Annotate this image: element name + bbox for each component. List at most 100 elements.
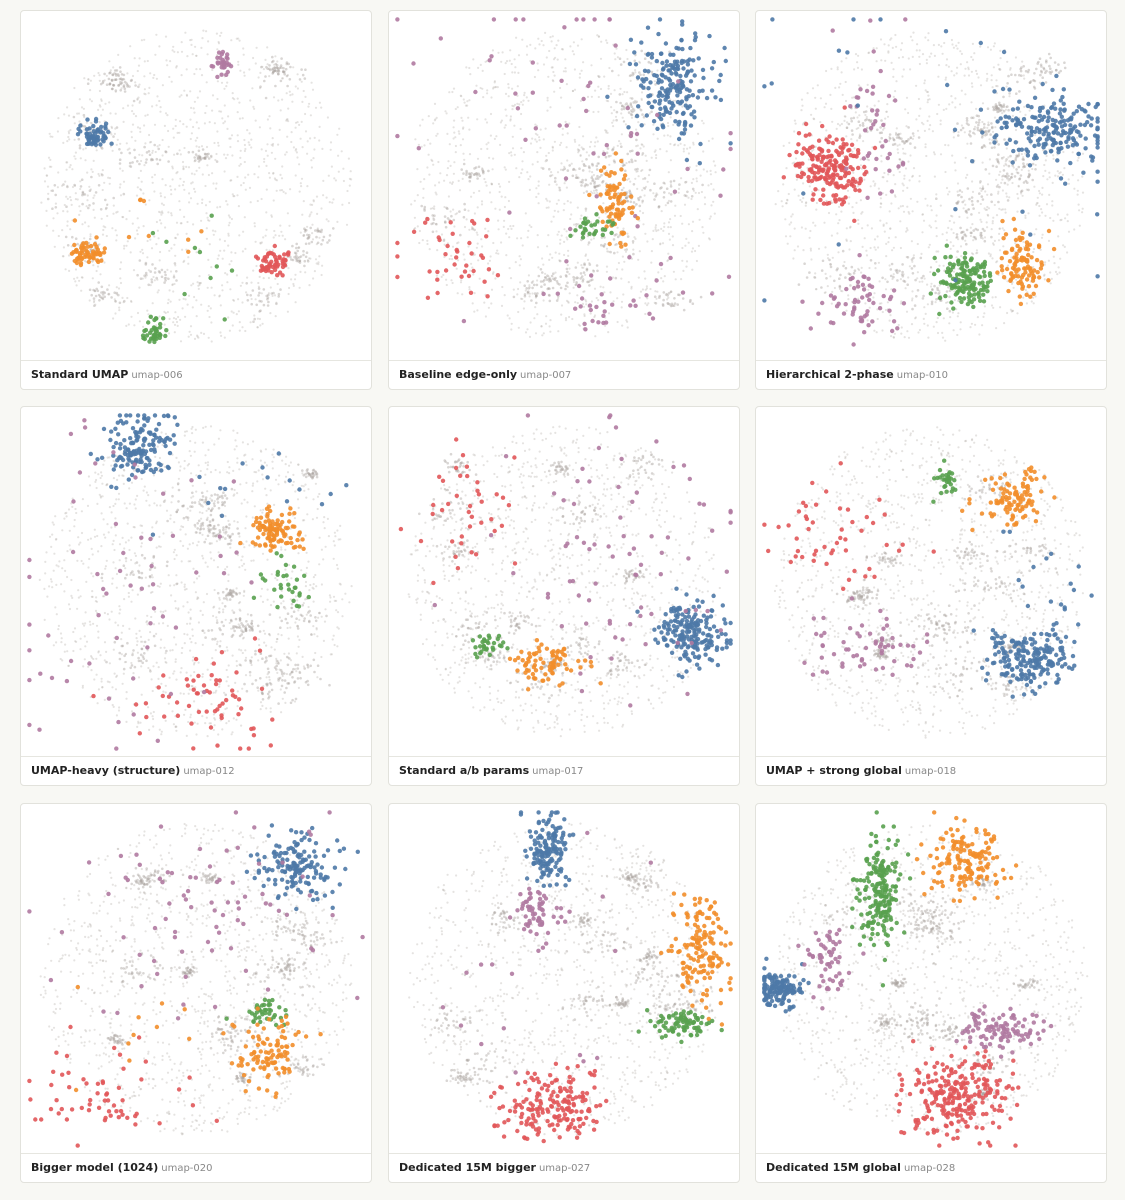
background-point — [1012, 286, 1015, 289]
background-point — [1043, 274, 1046, 277]
background-point — [585, 151, 588, 154]
background-point — [274, 55, 277, 58]
background-point — [307, 105, 310, 108]
background-point — [306, 233, 309, 237]
background-point — [241, 117, 244, 120]
background-point — [97, 184, 101, 187]
background-point — [1081, 207, 1084, 210]
background-point — [288, 224, 291, 227]
background-point — [509, 225, 512, 228]
background-point — [575, 277, 578, 280]
background-point — [534, 123, 537, 126]
background-point — [613, 89, 616, 92]
background-point — [298, 78, 302, 81]
background-point — [204, 155, 207, 158]
background-point — [967, 208, 971, 211]
background-point — [582, 61, 585, 64]
background-point — [130, 299, 133, 303]
background-point — [136, 217, 139, 220]
background-point — [160, 268, 164, 272]
cluster-point — [154, 328, 159, 334]
background-point — [45, 224, 48, 227]
background-point — [470, 195, 473, 198]
cluster-point — [628, 37, 634, 42]
background-point — [538, 136, 541, 139]
background-point — [158, 45, 161, 48]
background-point — [171, 165, 174, 168]
cluster-point — [634, 113, 640, 119]
background-point — [435, 230, 438, 233]
background-point — [650, 261, 653, 264]
background-point — [1025, 302, 1028, 305]
cluster-point — [564, 259, 569, 264]
background-point — [966, 61, 969, 64]
background-point — [989, 255, 992, 258]
background-point — [854, 111, 857, 114]
background-point — [520, 101, 523, 104]
background-point — [79, 180, 82, 183]
background-point — [423, 178, 426, 181]
background-point — [482, 170, 485, 173]
background-point — [497, 182, 500, 186]
background-point — [523, 293, 527, 296]
background-point — [813, 118, 816, 121]
background-point — [710, 204, 713, 207]
background-point — [954, 97, 957, 100]
background-point — [445, 278, 448, 281]
cluster-point — [219, 61, 224, 67]
background-point — [1036, 62, 1039, 65]
background-point — [422, 196, 425, 199]
background-point — [250, 146, 253, 149]
background-point — [167, 332, 171, 335]
background-point — [473, 253, 476, 256]
background-point — [237, 205, 240, 208]
background-point — [443, 205, 446, 209]
background-point — [523, 94, 526, 97]
background-point — [314, 258, 318, 261]
background-point — [637, 258, 640, 261]
background-point — [824, 291, 827, 294]
background-point — [998, 249, 1002, 252]
background-point — [499, 143, 502, 146]
cluster-point — [718, 193, 723, 198]
background-point — [88, 299, 91, 302]
background-point — [123, 78, 126, 81]
background-point — [1045, 203, 1049, 206]
background-point — [875, 60, 878, 63]
plot-panel: Baseline edge-only umap-007 — [388, 10, 740, 390]
background-point — [122, 180, 126, 183]
background-point — [854, 53, 858, 56]
background-point — [541, 167, 545, 170]
background-point — [894, 33, 897, 37]
background-point — [103, 295, 106, 299]
background-point — [259, 241, 262, 244]
background-point — [546, 199, 549, 202]
background-point — [317, 263, 320, 266]
cluster-point — [635, 151, 640, 156]
background-point — [496, 86, 499, 89]
background-point — [293, 255, 296, 259]
background-point — [836, 68, 839, 71]
background-point — [198, 156, 202, 159]
background-point — [612, 159, 616, 162]
background-point — [208, 315, 211, 319]
cluster-point — [666, 68, 671, 73]
background-point — [860, 271, 863, 274]
background-point — [118, 148, 121, 151]
background-point — [653, 198, 656, 201]
background-point — [121, 215, 124, 219]
background-point — [1007, 156, 1010, 159]
background-point — [89, 79, 92, 82]
background-point — [156, 229, 159, 232]
background-point — [263, 160, 266, 163]
cluster-point — [568, 226, 573, 232]
cluster-point — [283, 258, 288, 263]
background-point — [907, 111, 910, 115]
cluster-point — [623, 242, 628, 247]
background-point — [599, 57, 603, 60]
background-point — [609, 291, 612, 294]
background-point — [564, 70, 567, 73]
background-point — [125, 82, 128, 85]
background-point — [174, 124, 177, 128]
background-point — [648, 112, 651, 115]
